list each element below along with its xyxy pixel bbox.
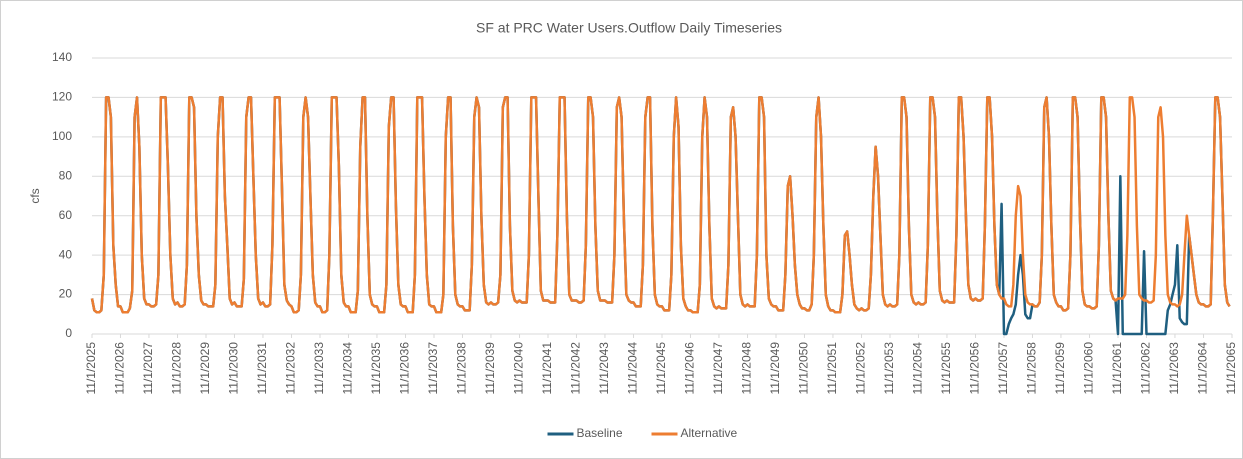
- x-tick-label: 11/1/2063: [1167, 342, 1181, 395]
- x-tick-label: 11/1/2062: [1139, 342, 1153, 395]
- x-tick-label: 11/1/2060: [1082, 342, 1096, 395]
- y-tick-label: 0: [65, 326, 72, 340]
- x-tick-label: 11/1/2029: [198, 342, 212, 395]
- x-tick-label: 11/1/2025: [84, 342, 98, 395]
- x-tick-label: 11/1/2059: [1053, 342, 1067, 395]
- x-tick-label: 11/1/2041: [540, 342, 554, 395]
- legend-label: Alternative: [681, 426, 738, 440]
- x-tick-label: 11/1/2047: [711, 342, 725, 395]
- y-tick-label: 80: [59, 168, 73, 182]
- x-tick-label: 11/1/2037: [426, 342, 440, 395]
- y-tick-label: 100: [52, 129, 72, 143]
- x-tick-label: 11/1/2064: [1196, 342, 1210, 395]
- x-tick-label: 11/1/2055: [939, 342, 953, 395]
- y-tick-label: 20: [59, 287, 73, 301]
- y-tick-label: 60: [59, 208, 73, 222]
- x-tick-label: 11/1/2031: [255, 342, 269, 395]
- y-tick-label: 40: [59, 247, 73, 261]
- x-tick-label: 11/1/2051: [825, 342, 839, 395]
- x-tick-label: 11/1/2054: [911, 342, 925, 395]
- x-tick-label: 11/1/2045: [654, 342, 668, 395]
- x-tick-label: 11/1/2048: [740, 342, 754, 395]
- x-tick-label: 11/1/2044: [626, 342, 640, 395]
- x-tick-label: 11/1/2032: [284, 342, 298, 395]
- x-tick-label: 11/1/2049: [768, 342, 782, 395]
- x-tick-label: 11/1/2046: [683, 342, 697, 395]
- x-tick-label: 11/1/2043: [597, 342, 611, 395]
- x-tick-label: 11/1/2040: [512, 342, 526, 395]
- x-tick-label: 11/1/2056: [968, 342, 982, 395]
- x-tick-label: 11/1/2028: [170, 342, 184, 395]
- series-line: [90, 96, 1231, 314]
- x-tick-label: 11/1/2034: [341, 342, 355, 395]
- chart-title: SF at PRC Water Users.Outflow Daily Time…: [476, 20, 782, 36]
- x-tick-label: 11/1/2053: [882, 342, 896, 395]
- x-tick-label: 11/1/2026: [113, 342, 127, 395]
- x-tick-label: 11/1/2038: [455, 342, 469, 395]
- y-tick-label: 140: [52, 50, 72, 64]
- x-tick-label: 11/1/2050: [797, 342, 811, 395]
- x-tick-label: 11/1/2061: [1110, 342, 1124, 395]
- x-tick-label: 11/1/2065: [1224, 342, 1238, 395]
- x-tick-label: 11/1/2030: [227, 342, 241, 395]
- x-tick-label: 11/1/2058: [1025, 342, 1039, 395]
- x-tick-label: 11/1/2027: [141, 342, 155, 395]
- y-tick-label: 120: [52, 90, 72, 104]
- x-tick-label: 11/1/2039: [483, 342, 497, 395]
- x-tick-label: 11/1/2042: [569, 342, 583, 395]
- x-tick-label: 11/1/2057: [996, 342, 1010, 395]
- legend-label: Baseline: [577, 426, 623, 440]
- x-tick-label: 11/1/2052: [854, 342, 868, 395]
- x-tick-label: 11/1/2036: [398, 342, 412, 395]
- x-tick-label: 11/1/2035: [369, 342, 383, 395]
- y-axis-label: cfs: [28, 188, 42, 203]
- x-tick-label: 11/1/2033: [312, 342, 326, 395]
